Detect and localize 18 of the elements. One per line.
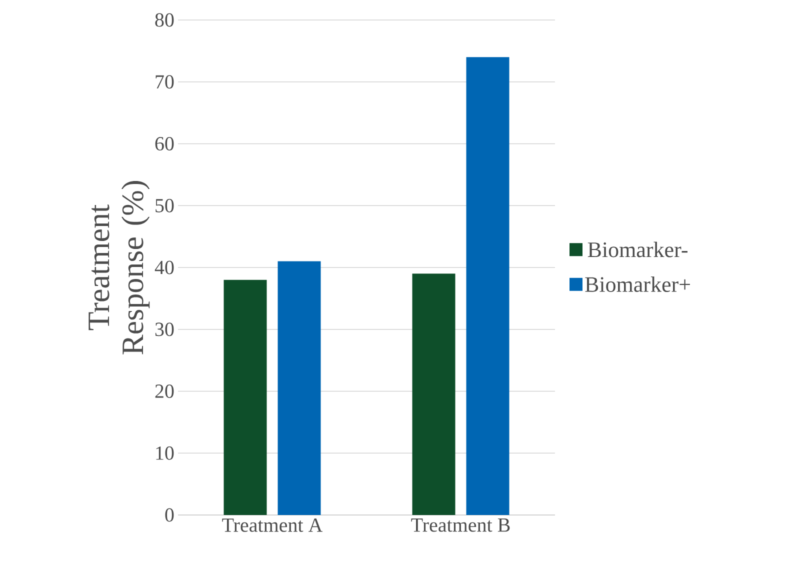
y-tick-label: 70: [156, 75, 174, 89]
bar: [466, 57, 510, 515]
legend-label: Biomarker+: [585, 276, 690, 292]
x-tick-label: Treatment A: [222, 518, 323, 532]
y-tick-label: 0: [165, 508, 174, 522]
y-tick-label: 60: [155, 136, 174, 150]
y-tick-label: 40: [154, 260, 174, 274]
y-tick-label: 50: [156, 198, 174, 212]
y-tick-label: 80: [155, 13, 174, 27]
y-tick-label: 30: [155, 322, 174, 336]
bar: [224, 280, 267, 515]
y-tick-label: 10: [156, 446, 174, 460]
x-tick-label: Treatment B: [411, 518, 510, 532]
y-axis-title: Treatment Response (%): [88, 181, 150, 354]
legend-label: Biomarker-: [588, 242, 688, 258]
y-tick-label: 20: [155, 384, 174, 398]
bar: [412, 274, 456, 515]
bar: [278, 261, 321, 515]
